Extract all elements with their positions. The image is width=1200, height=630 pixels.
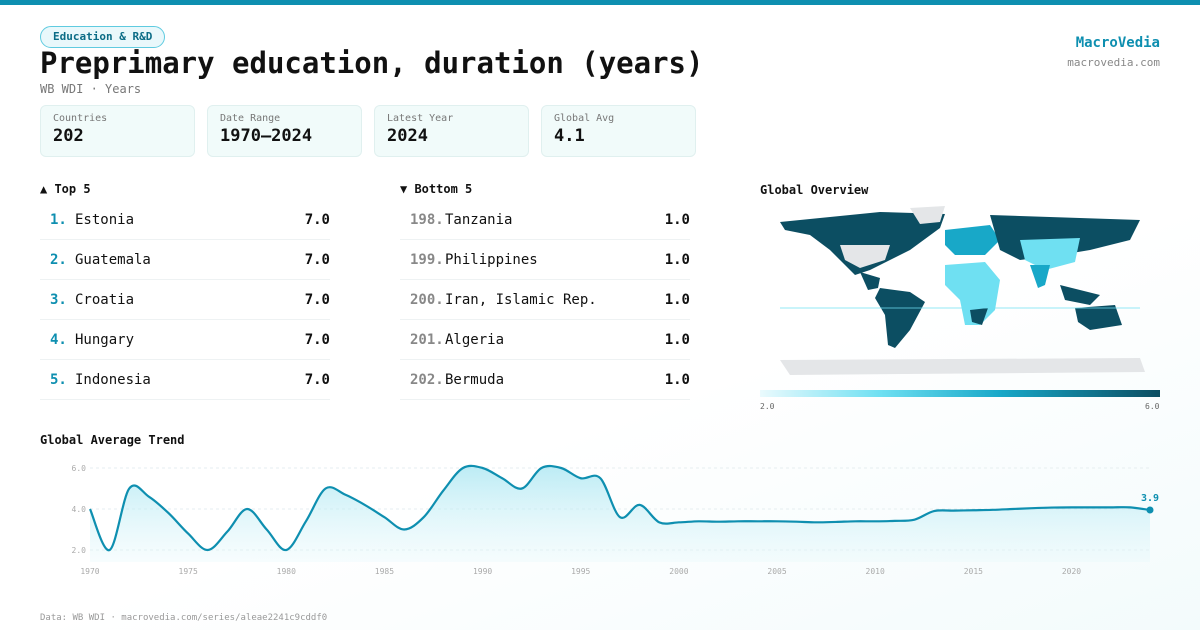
value: 1.0 <box>664 291 690 308</box>
trend-line <box>88 464 1151 552</box>
footer-source: Data: WB WDI · macrovedia.com/series/ale… <box>40 613 328 623</box>
rank: 5. <box>50 371 67 388</box>
area-fill <box>90 465 1150 562</box>
list-item[interactable]: 4. Hungary 7.0 <box>40 320 330 360</box>
stat-label: Date Range <box>220 113 281 124</box>
trend-chart: 2.0 4.0 6.0 1970 1975 1980 1985 1990 1995 2000 200… <box>72 464 1159 576</box>
bottom5-title: ▼ Bottom 5 <box>400 182 473 196</box>
country-name: Indonesia <box>75 371 151 388</box>
x-tick-label: 2010 <box>866 567 885 576</box>
rank: 199. <box>410 251 444 268</box>
stat-value: 202 <box>53 126 84 146</box>
x-tick-label: 1975 <box>179 567 198 576</box>
country-name: Guatemala <box>75 251 151 268</box>
list-item[interactable]: 201. Algeria 1.0 <box>400 320 690 360</box>
value: 7.0 <box>304 251 330 268</box>
value: 1.0 <box>664 251 690 268</box>
country-name: Philippines <box>445 251 538 268</box>
country-name: Iran, Islamic Rep. <box>445 291 597 308</box>
last-point[interactable] <box>1146 506 1154 514</box>
country-name: Hungary <box>75 331 135 348</box>
stat-label: Global Avg <box>554 113 615 124</box>
legend-min: 2.0 <box>760 402 775 411</box>
list-item[interactable]: 200. Iran, Islamic Rep. 1.0 <box>400 280 690 320</box>
list-item[interactable]: 5. Indonesia 7.0 <box>40 360 330 400</box>
rank: 200. <box>410 291 444 308</box>
legend-max: 6.0 <box>1145 402 1160 411</box>
y-tick-label: 2.0 <box>72 546 87 555</box>
country-name: Tanzania <box>445 211 513 228</box>
stat-value: 2024 <box>387 126 428 146</box>
list-item[interactable]: 1. Estonia 7.0 <box>40 200 330 240</box>
list-item[interactable]: 202. Bermuda 1.0 <box>400 360 690 400</box>
category-badge[interactable]: Education & R&D <box>40 26 166 48</box>
country-name: Croatia <box>75 291 135 308</box>
rank: 202. <box>410 371 444 388</box>
stat-global-avg: Global Avg 4.1 <box>541 105 696 157</box>
stat-latest-year: Latest Year 2024 <box>374 105 529 157</box>
x-tick-label: 1985 <box>375 567 394 576</box>
rank: 3. <box>50 291 67 308</box>
y-tick-label: 6.0 <box>72 464 87 473</box>
page-title: Preprimary education, duration (years) <box>40 46 704 80</box>
country-name: Estonia <box>75 211 135 228</box>
continents <box>780 206 1145 375</box>
x-tick-label: 1970 <box>80 567 99 576</box>
x-tick-label: 2020 <box>1062 567 1081 576</box>
x-tick-label: 2000 <box>669 567 688 576</box>
stat-countries: Countries 202 <box>40 105 195 157</box>
stat-value: 1970–2024 <box>220 126 313 146</box>
brand-logo[interactable]: MacroVedia <box>1075 35 1160 51</box>
rank: 4. <box>50 331 67 348</box>
value: 7.0 <box>304 211 330 228</box>
trend-title: Global Average Trend <box>40 433 185 447</box>
y-tick-label: 4.0 <box>72 505 87 514</box>
stat-date-range: Date Range 1970–2024 <box>207 105 362 157</box>
world-map[interactable] <box>760 200 1160 385</box>
rank: 198. <box>410 211 444 228</box>
last-value-label: 3.9 <box>1141 493 1159 504</box>
stat-value: 4.1 <box>554 126 585 146</box>
country-name: Algeria <box>445 331 505 348</box>
x-tick-label: 1995 <box>571 567 590 576</box>
x-tick-label: 2005 <box>767 567 786 576</box>
x-tick-label: 2015 <box>964 567 983 576</box>
list-item[interactable]: 199. Philippines 1.0 <box>400 240 690 280</box>
list-item[interactable]: 3. Croatia 7.0 <box>40 280 330 320</box>
stat-label: Countries <box>53 113 108 124</box>
value: 7.0 <box>304 291 330 308</box>
value: 1.0 <box>664 331 690 348</box>
value: 1.0 <box>664 211 690 228</box>
rank: 2. <box>50 251 67 268</box>
brand-url[interactable]: macrovedia.com <box>1067 56 1160 69</box>
value: 7.0 <box>304 331 330 348</box>
x-tick-label: 1980 <box>277 567 296 576</box>
list-item[interactable]: 2. Guatemala 7.0 <box>40 240 330 280</box>
list-item[interactable]: 198. Tanzania 1.0 <box>400 200 690 240</box>
country-name: Bermuda <box>445 371 505 388</box>
map-title: Global Overview <box>760 183 869 197</box>
value: 1.0 <box>664 371 690 388</box>
value: 7.0 <box>304 371 330 388</box>
subtitle: WB WDI · Years <box>40 82 142 96</box>
bottom5-list: 198. Tanzania 1.0 199. Philippines 1.0 200. Ira… <box>400 200 690 400</box>
top5-list: 1. Estonia 7.0 2. Guatemala 7.0 3. Croatia 7.0 4.… <box>40 200 330 400</box>
top5-title: ▲ Top 5 <box>40 182 91 196</box>
map-color-legend <box>760 390 1160 397</box>
stat-label: Latest Year <box>387 113 454 124</box>
x-tick-label: 1990 <box>473 567 492 576</box>
rank: 201. <box>410 331 444 348</box>
top-accent-bar <box>0 0 1200 5</box>
rank: 1. <box>50 211 67 228</box>
